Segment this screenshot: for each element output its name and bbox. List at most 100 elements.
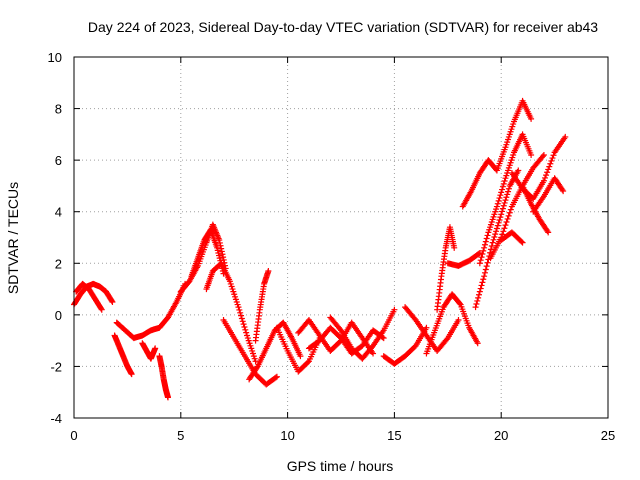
data-point xyxy=(480,247,487,254)
data-point xyxy=(562,133,569,140)
data-point xyxy=(546,163,553,170)
series-track-5 xyxy=(139,340,159,362)
data-point xyxy=(550,152,557,159)
data-point xyxy=(488,243,495,250)
series-track-21 xyxy=(444,249,483,269)
data-point xyxy=(482,266,489,273)
data-point xyxy=(559,186,566,193)
data-point xyxy=(238,312,245,319)
data-point xyxy=(241,323,248,330)
data-point xyxy=(98,306,105,313)
data-point xyxy=(482,238,489,245)
data-point xyxy=(480,276,487,283)
y-tick-label: 0 xyxy=(55,308,62,323)
data-point xyxy=(518,238,525,245)
data-point xyxy=(501,199,508,206)
data-point xyxy=(273,373,280,380)
data-point xyxy=(218,248,225,255)
data-point xyxy=(474,297,481,304)
data-point xyxy=(484,259,491,266)
data-point xyxy=(505,212,512,219)
series-track-24 xyxy=(472,167,522,311)
data-point xyxy=(496,216,503,223)
data-point xyxy=(548,157,555,164)
data-point xyxy=(506,209,513,216)
data-point xyxy=(474,340,481,347)
data-point xyxy=(528,151,535,158)
data-point xyxy=(519,239,526,246)
data-point xyxy=(481,273,488,280)
data-point xyxy=(495,197,502,204)
data-point xyxy=(253,364,260,371)
y-tick-label: 2 xyxy=(55,256,62,271)
data-point xyxy=(560,188,567,195)
series-track-1 xyxy=(71,280,116,308)
y-tick-label: -4 xyxy=(50,411,62,426)
data-point xyxy=(481,269,488,276)
data-point xyxy=(501,225,508,232)
data-point xyxy=(456,300,463,307)
series-track-8 xyxy=(188,226,227,280)
data-point xyxy=(237,309,244,316)
data-point xyxy=(497,214,504,221)
data-point xyxy=(220,254,227,261)
data-point xyxy=(545,166,552,173)
series-track-2 xyxy=(73,280,105,313)
data-point xyxy=(490,236,497,243)
plot-frame xyxy=(73,56,609,419)
data-point xyxy=(540,151,547,158)
data-point xyxy=(98,305,105,312)
data-point xyxy=(494,200,501,207)
data-point xyxy=(477,257,484,264)
data-point xyxy=(499,186,506,193)
y-tick-label: 8 xyxy=(55,102,62,117)
data-point xyxy=(493,203,500,210)
series-track-23 xyxy=(476,131,535,267)
data-point xyxy=(500,202,507,209)
data-point xyxy=(109,298,116,305)
series-track-6 xyxy=(156,353,171,401)
x-tick-label: 0 xyxy=(70,428,77,443)
data-point xyxy=(476,260,483,267)
data-point xyxy=(500,228,507,235)
data-point xyxy=(505,185,512,192)
data-point xyxy=(481,244,488,251)
y-axis-label: SDTVAR / TECUs xyxy=(5,182,21,294)
x-tick-label: 20 xyxy=(494,428,508,443)
data-point xyxy=(491,233,498,240)
data-point xyxy=(500,180,507,187)
data-point xyxy=(543,172,550,179)
data-point xyxy=(501,178,508,185)
data-point xyxy=(499,208,506,215)
chart-title: Day 224 of 2023, Sidereal Day-to-day VTE… xyxy=(88,19,598,35)
data-point xyxy=(304,359,311,366)
data-point xyxy=(498,211,505,218)
data-point xyxy=(164,394,171,401)
series-track-9 xyxy=(203,260,259,365)
data-point xyxy=(544,169,551,176)
data-point xyxy=(515,167,522,174)
data-point xyxy=(423,324,430,331)
data-point xyxy=(451,244,458,251)
data-point xyxy=(493,228,500,235)
data-point xyxy=(540,177,547,184)
data-point xyxy=(496,195,503,202)
data-point xyxy=(478,254,485,261)
data-point xyxy=(475,291,482,298)
data-point xyxy=(479,251,486,258)
data-point xyxy=(483,235,490,242)
data-point xyxy=(502,197,509,204)
data-point xyxy=(219,251,226,258)
data-point xyxy=(380,335,387,342)
data-point xyxy=(541,174,548,181)
data-point xyxy=(483,263,490,270)
data-point xyxy=(489,239,496,246)
y-tick-label: 4 xyxy=(55,205,62,220)
data-point xyxy=(499,205,506,212)
data-point xyxy=(476,288,483,295)
data-point xyxy=(499,183,506,190)
data-point xyxy=(493,225,500,232)
y-tick-label: 10 xyxy=(48,50,62,65)
data-point xyxy=(497,192,504,199)
